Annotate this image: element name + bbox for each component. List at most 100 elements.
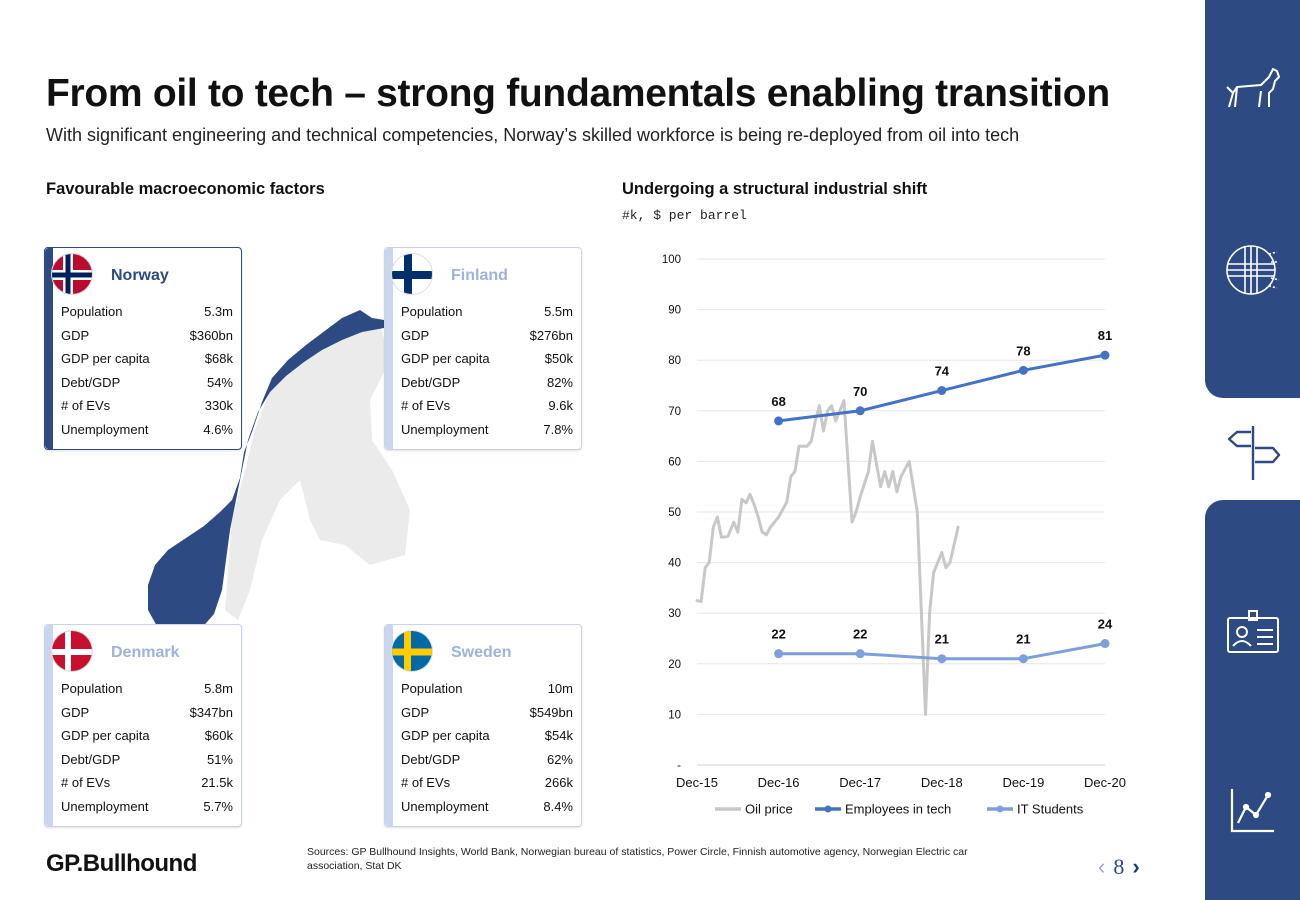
stat-value: 5.7% bbox=[203, 798, 233, 814]
dog-icon[interactable] bbox=[1223, 58, 1283, 118]
y-tick-label: 30 bbox=[668, 608, 681, 620]
stat-value: $549bn bbox=[529, 704, 573, 720]
y-tick-label: 100 bbox=[662, 254, 681, 266]
stat-value: $50k bbox=[544, 351, 573, 366]
stat-row: Debt/GDP 82% bbox=[401, 371, 573, 395]
prev-page-button[interactable]: ‹ bbox=[1098, 854, 1106, 879]
stat-row: Population 5.3m bbox=[61, 300, 233, 324]
stat-value: 82% bbox=[546, 374, 573, 390]
stat-label: GDP bbox=[61, 704, 90, 720]
legend-marker bbox=[824, 805, 832, 813]
data-label: 24 bbox=[1098, 617, 1113, 632]
stat-value: 21.5k bbox=[201, 775, 233, 790]
stat-value: $276bn bbox=[529, 327, 573, 343]
stat-row: GDP per capita $50k bbox=[401, 347, 573, 371]
stat-value: $54k bbox=[544, 728, 573, 743]
data-point bbox=[774, 649, 784, 659]
data-label: 70 bbox=[853, 384, 867, 399]
stat-value: 4.6% bbox=[203, 421, 233, 437]
stat-label: GDP bbox=[61, 327, 90, 343]
chart-units: #k, $ per barrel bbox=[622, 208, 747, 223]
y-tick-label: 10 bbox=[668, 709, 681, 721]
country-name: Finland bbox=[451, 267, 508, 284]
stat-label: Debt/GDP bbox=[61, 374, 121, 390]
stat-value: 10m bbox=[547, 681, 573, 696]
data-label: 21 bbox=[1016, 632, 1030, 647]
stat-label: # of EVs bbox=[61, 775, 111, 790]
stat-label: Population bbox=[401, 681, 463, 696]
stat-row: Population 5.8m bbox=[61, 677, 233, 701]
stat-label: Debt/GDP bbox=[401, 751, 461, 767]
y-tick-label: 50 bbox=[668, 507, 681, 519]
stat-value: 5.5m bbox=[544, 304, 573, 319]
card-sweden: Sweden Population 10m GDP $549bn GDP per cap… bbox=[384, 624, 582, 827]
stat-label: Population bbox=[61, 681, 123, 696]
stat-label: Unemployment bbox=[401, 798, 489, 814]
data-label: 21 bbox=[935, 632, 949, 647]
right-section-title: Undergoing a structural industrial shift bbox=[622, 180, 928, 198]
stat-value: 330k bbox=[204, 398, 233, 413]
signpost-icon[interactable] bbox=[1223, 422, 1283, 482]
stat-label: # of EVs bbox=[401, 398, 451, 413]
sidebar-bg-bottom bbox=[1205, 500, 1300, 900]
stat-label: GDP per capita bbox=[61, 351, 150, 366]
data-point bbox=[1018, 365, 1028, 375]
stat-value: 7.8% bbox=[543, 421, 573, 437]
stat-row: Unemployment 5.7% bbox=[61, 795, 233, 819]
stat-label: Unemployment bbox=[401, 421, 489, 437]
stat-value: 62% bbox=[546, 751, 573, 767]
stats-list: Population 5.5m GDP $276bn GDP per capita $50… bbox=[401, 300, 573, 441]
data-point bbox=[774, 416, 784, 426]
stat-value: $360bn bbox=[189, 327, 233, 343]
id-card-icon[interactable] bbox=[1223, 602, 1283, 662]
stats-list: Population 5.3m GDP $360bn GDP per capita $68… bbox=[61, 300, 233, 441]
card-accent bbox=[45, 248, 53, 449]
y-tick-label: 60 bbox=[668, 456, 681, 468]
fingerprint-flag-icon[interactable] bbox=[1223, 240, 1283, 300]
stat-label: Population bbox=[61, 304, 123, 319]
stat-row: GDP $360bn bbox=[61, 324, 233, 348]
country-name: Sweden bbox=[451, 644, 512, 661]
data-label: 78 bbox=[1016, 343, 1030, 358]
stat-value: $68k bbox=[204, 351, 233, 366]
stat-value: 51% bbox=[206, 751, 233, 767]
card-finland: Finland Population 5.5m GDP $276bn GDP per c… bbox=[384, 247, 582, 450]
stat-value: 5.8m bbox=[204, 681, 233, 696]
stat-label: Unemployment bbox=[61, 798, 149, 814]
stat-row: # of EVs 21.5k bbox=[61, 771, 233, 795]
denmark-flag-icon bbox=[51, 630, 93, 672]
finland-flag-icon bbox=[391, 253, 433, 295]
stat-row: # of EVs 330k bbox=[61, 394, 233, 418]
x-tick-label: Dec-17 bbox=[839, 775, 881, 790]
stat-label: GDP bbox=[401, 704, 430, 720]
page-number: 8 bbox=[1113, 854, 1125, 879]
series-line bbox=[695, 399, 960, 716]
next-page-button[interactable]: › bbox=[1132, 854, 1140, 879]
stat-value: 8.4% bbox=[543, 798, 573, 814]
stat-value: 266k bbox=[544, 775, 573, 790]
page-title: From oil to tech – strong fundamentals e… bbox=[46, 72, 1110, 115]
stat-row: # of EVs 9.6k bbox=[401, 394, 573, 418]
stat-row: Debt/GDP 62% bbox=[401, 748, 573, 772]
stat-row: Population 10m bbox=[401, 677, 573, 701]
country-name: Denmark bbox=[111, 644, 180, 661]
legend-label: IT Students bbox=[1017, 802, 1084, 817]
stat-row: Population 5.5m bbox=[401, 300, 573, 324]
stat-value: 54% bbox=[206, 374, 233, 390]
map-sweden-finland bbox=[225, 318, 410, 620]
data-point bbox=[937, 386, 947, 396]
sweden-flag-icon bbox=[391, 630, 433, 672]
data-point bbox=[1100, 639, 1110, 649]
stat-value: 9.6k bbox=[548, 398, 573, 413]
stat-label: Population bbox=[401, 304, 463, 319]
data-point bbox=[1100, 350, 1110, 360]
x-tick-label: Dec-19 bbox=[1002, 775, 1044, 790]
y-tick-label: - bbox=[677, 760, 681, 772]
line-chart-icon[interactable] bbox=[1223, 780, 1283, 840]
y-tick-label: 40 bbox=[668, 558, 681, 570]
stat-label: GDP per capita bbox=[401, 351, 490, 366]
pager: ‹ 8 › bbox=[1098, 852, 1140, 882]
y-tick-label: 20 bbox=[668, 659, 681, 671]
data-label: 81 bbox=[1098, 328, 1112, 343]
data-label: 74 bbox=[935, 364, 950, 379]
